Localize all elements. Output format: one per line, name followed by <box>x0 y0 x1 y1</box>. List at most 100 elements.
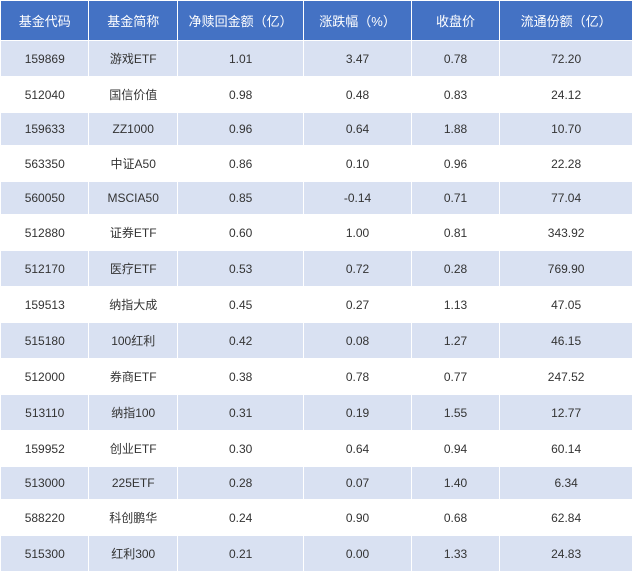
cell-shares: 47.05 <box>500 287 633 323</box>
table-row: 563350中证A500.860.100.9622.28 <box>1 146 633 182</box>
cell-name: 纳指大成 <box>89 287 177 323</box>
cell-name: 中证A50 <box>89 146 177 182</box>
header-redemption: 净赎回金额（亿） <box>177 1 303 41</box>
cell-close: 0.78 <box>411 41 499 77</box>
cell-redemption: 0.30 <box>177 431 303 467</box>
table-row: 512170医疗ETF0.530.720.28769.90 <box>1 251 633 287</box>
cell-change: 1.00 <box>304 215 411 251</box>
cell-change: 0.10 <box>304 146 411 182</box>
cell-shares: 24.83 <box>500 536 633 572</box>
header-code: 基金代码 <box>1 1 89 41</box>
table-row: 512880证券ETF0.601.000.81343.92 <box>1 215 633 251</box>
cell-close: 1.40 <box>411 467 499 500</box>
cell-close: 1.13 <box>411 287 499 323</box>
header-close: 收盘价 <box>411 1 499 41</box>
cell-redemption: 0.24 <box>177 500 303 536</box>
cell-close: 0.77 <box>411 359 499 395</box>
cell-code: 515180 <box>1 323 89 359</box>
cell-shares: 62.84 <box>500 500 633 536</box>
table-header: 基金代码 基金简称 净赎回金额（亿） 涨跌幅（%） 收盘价 流通份额（亿） <box>1 1 633 41</box>
table-row: 512040国信价值0.980.480.8324.12 <box>1 77 633 113</box>
cell-code: 159869 <box>1 41 89 77</box>
cell-shares: 247.52 <box>500 359 633 395</box>
cell-change: -0.14 <box>304 182 411 215</box>
cell-close: 0.94 <box>411 431 499 467</box>
header-change: 涨跌幅（%） <box>304 1 411 41</box>
cell-name: 红利300 <box>89 536 177 572</box>
cell-code: 159513 <box>1 287 89 323</box>
cell-code: 513000 <box>1 467 89 500</box>
cell-redemption: 0.45 <box>177 287 303 323</box>
cell-redemption: 1.01 <box>177 41 303 77</box>
cell-name: 游戏ETF <box>89 41 177 77</box>
table-row: 513110纳指1000.310.191.5512.77 <box>1 395 633 431</box>
table-row: 159869游戏ETF1.013.470.7872.20 <box>1 41 633 77</box>
cell-close: 0.81 <box>411 215 499 251</box>
cell-close: 1.33 <box>411 536 499 572</box>
header-name: 基金简称 <box>89 1 177 41</box>
cell-name: 科创鹏华 <box>89 500 177 536</box>
cell-code: 513110 <box>1 395 89 431</box>
table-row: 560050MSCIA500.85-0.140.7177.04 <box>1 182 633 215</box>
table-row: 159633ZZ10000.960.641.8810.70 <box>1 113 633 146</box>
cell-close: 0.28 <box>411 251 499 287</box>
cell-change: 0.78 <box>304 359 411 395</box>
cell-code: 560050 <box>1 182 89 215</box>
table-row: 515300红利3000.210.001.3324.83 <box>1 536 633 572</box>
cell-change: 0.27 <box>304 287 411 323</box>
cell-close: 0.83 <box>411 77 499 113</box>
table-row: 513000225ETF0.280.071.406.34 <box>1 467 633 500</box>
table-body: 159869游戏ETF1.013.470.7872.20512040国信价值0.… <box>1 41 633 572</box>
cell-name: ZZ1000 <box>89 113 177 146</box>
cell-shares: 343.92 <box>500 215 633 251</box>
cell-close: 0.96 <box>411 146 499 182</box>
cell-shares: 6.34 <box>500 467 633 500</box>
cell-change: 0.07 <box>304 467 411 500</box>
cell-redemption: 0.28 <box>177 467 303 500</box>
cell-change: 0.64 <box>304 431 411 467</box>
cell-name: 225ETF <box>89 467 177 500</box>
cell-redemption: 0.38 <box>177 359 303 395</box>
cell-code: 512880 <box>1 215 89 251</box>
fund-table: 基金代码 基金简称 净赎回金额（亿） 涨跌幅（%） 收盘价 流通份额（亿） 15… <box>0 0 633 572</box>
table-row: 515180100红利0.420.081.2746.15 <box>1 323 633 359</box>
cell-code: 563350 <box>1 146 89 182</box>
cell-name: 纳指100 <box>89 395 177 431</box>
cell-name: 国信价值 <box>89 77 177 113</box>
cell-change: 0.64 <box>304 113 411 146</box>
cell-code: 515300 <box>1 536 89 572</box>
cell-shares: 22.28 <box>500 146 633 182</box>
cell-shares: 12.77 <box>500 395 633 431</box>
cell-change: 0.00 <box>304 536 411 572</box>
cell-code: 159633 <box>1 113 89 146</box>
cell-redemption: 0.98 <box>177 77 303 113</box>
cell-redemption: 0.31 <box>177 395 303 431</box>
table-row: 512000券商ETF0.380.780.77247.52 <box>1 359 633 395</box>
cell-close: 0.71 <box>411 182 499 215</box>
cell-code: 512170 <box>1 251 89 287</box>
cell-shares: 77.04 <box>500 182 633 215</box>
cell-redemption: 0.42 <box>177 323 303 359</box>
cell-change: 0.48 <box>304 77 411 113</box>
cell-redemption: 0.96 <box>177 113 303 146</box>
cell-change: 0.08 <box>304 323 411 359</box>
cell-redemption: 0.86 <box>177 146 303 182</box>
cell-close: 1.55 <box>411 395 499 431</box>
cell-change: 0.19 <box>304 395 411 431</box>
cell-close: 1.27 <box>411 323 499 359</box>
cell-code: 512040 <box>1 77 89 113</box>
cell-name: 券商ETF <box>89 359 177 395</box>
table-row: 159952创业ETF0.300.640.9460.14 <box>1 431 633 467</box>
table-row: 159513纳指大成0.450.271.1347.05 <box>1 287 633 323</box>
cell-redemption: 0.85 <box>177 182 303 215</box>
cell-shares: 60.14 <box>500 431 633 467</box>
cell-name: 创业ETF <box>89 431 177 467</box>
cell-change: 3.47 <box>304 41 411 77</box>
cell-shares: 10.70 <box>500 113 633 146</box>
cell-redemption: 0.53 <box>177 251 303 287</box>
cell-shares: 24.12 <box>500 77 633 113</box>
cell-code: 512000 <box>1 359 89 395</box>
cell-redemption: 0.60 <box>177 215 303 251</box>
cell-code: 588220 <box>1 500 89 536</box>
cell-shares: 46.15 <box>500 323 633 359</box>
